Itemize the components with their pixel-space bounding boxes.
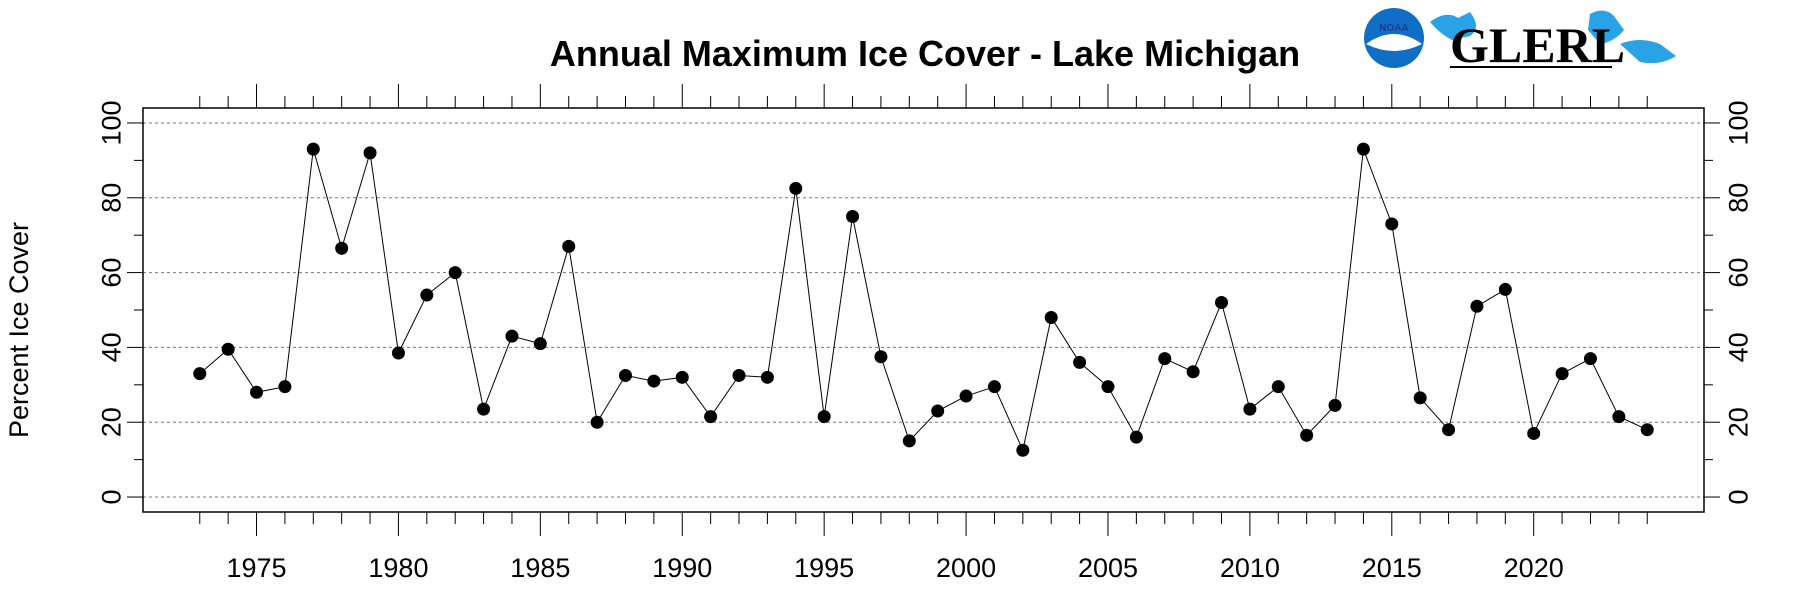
data-point <box>1328 398 1342 412</box>
noaa-logo: NOAA <box>1364 8 1424 68</box>
great-lakes-icon <box>1430 10 1676 64</box>
data-point <box>278 380 292 394</box>
y-tick-label-right: 40 <box>1723 332 1753 362</box>
logos: NOAA GLERL <box>1364 8 1676 73</box>
y-tick-label-right: 0 <box>1723 490 1753 505</box>
data-point <box>335 241 349 255</box>
y-tick-label-right: 60 <box>1723 258 1753 288</box>
series-line <box>199 148 1648 452</box>
data-point <box>1186 365 1200 379</box>
data-point <box>562 239 576 253</box>
x-tick-label: 1980 <box>368 553 428 583</box>
x-tick-label: 2020 <box>1504 553 1564 583</box>
data-point <box>789 181 803 195</box>
data-point <box>1300 428 1314 442</box>
gridlines <box>143 122 1704 498</box>
data-point <box>1101 380 1115 394</box>
glerl-logo-text: GLERL <box>1450 17 1625 73</box>
y-tick-label-left: 40 <box>96 332 126 362</box>
y-tick-label-left: 60 <box>96 258 126 288</box>
data-point <box>1527 426 1541 440</box>
noaa-logo-wave <box>1366 34 1422 51</box>
data-point <box>760 370 774 384</box>
data-point <box>477 402 491 416</box>
data-point <box>1583 352 1597 366</box>
data-point <box>1271 380 1285 394</box>
data-point <box>874 350 888 364</box>
data-point <box>817 410 831 424</box>
y-tick-label-left: 0 <box>96 490 126 505</box>
data-point <box>363 146 377 160</box>
y-tick-label-right: 80 <box>1723 183 1753 213</box>
x-tick-label: 1975 <box>226 553 286 583</box>
x-tick-label: 1995 <box>794 553 854 583</box>
data-point <box>193 367 207 381</box>
data-point <box>221 342 235 356</box>
x-tick-label: 1990 <box>652 553 712 583</box>
data-point <box>959 389 973 403</box>
y-tick-label-left: 100 <box>96 100 126 145</box>
plot-frame <box>142 107 1705 513</box>
data-point <box>1044 310 1058 324</box>
x-tick-label: 2000 <box>936 553 996 583</box>
data-point <box>647 374 661 388</box>
data-point <box>1016 443 1030 457</box>
data-point <box>1555 367 1569 381</box>
data-point <box>987 380 1001 394</box>
data-point <box>1129 430 1143 444</box>
data-point <box>1243 402 1257 416</box>
y-axis-label: Percent Ice Cover <box>4 222 34 438</box>
chart-title: Annual Maximum Ice Cover - Lake Michigan <box>550 33 1300 74</box>
noaa-logo-text: NOAA <box>1379 23 1408 34</box>
data-point <box>1073 355 1087 369</box>
data-point <box>250 385 264 399</box>
data-point <box>1442 423 1456 437</box>
x-tick-label: 2010 <box>1220 553 1280 583</box>
data-point <box>1413 391 1427 405</box>
y-tick-label-right: 20 <box>1723 407 1753 437</box>
data-point <box>306 142 320 156</box>
x-tick-label: 1985 <box>510 553 570 583</box>
data-point <box>931 404 945 418</box>
glerl-logo: GLERL <box>1430 10 1676 73</box>
data-point <box>1356 142 1370 156</box>
data-point <box>505 329 519 343</box>
data-point <box>704 410 718 424</box>
data-point <box>675 370 689 384</box>
y-tick-label-left: 80 <box>96 183 126 213</box>
data-point <box>732 368 746 382</box>
data-point <box>590 415 604 429</box>
data-point <box>448 266 462 280</box>
data-point <box>420 288 434 302</box>
data-point <box>846 209 860 223</box>
data-point <box>1470 299 1484 313</box>
x-tick-label: 2015 <box>1362 553 1422 583</box>
data-point <box>1498 282 1512 296</box>
data-point <box>902 434 916 448</box>
data-point <box>1215 296 1229 310</box>
data-point <box>618 368 632 382</box>
y-tick-label-right: 100 <box>1723 100 1753 145</box>
data-point <box>1158 352 1172 366</box>
data-point <box>533 337 547 351</box>
data-point <box>1385 217 1399 231</box>
data-point <box>391 346 405 360</box>
data-point <box>1612 410 1626 424</box>
data-points <box>193 142 1654 457</box>
data-point <box>1640 423 1654 437</box>
x-tick-label: 2005 <box>1078 553 1138 583</box>
y-tick-label-left: 20 <box>96 407 126 437</box>
